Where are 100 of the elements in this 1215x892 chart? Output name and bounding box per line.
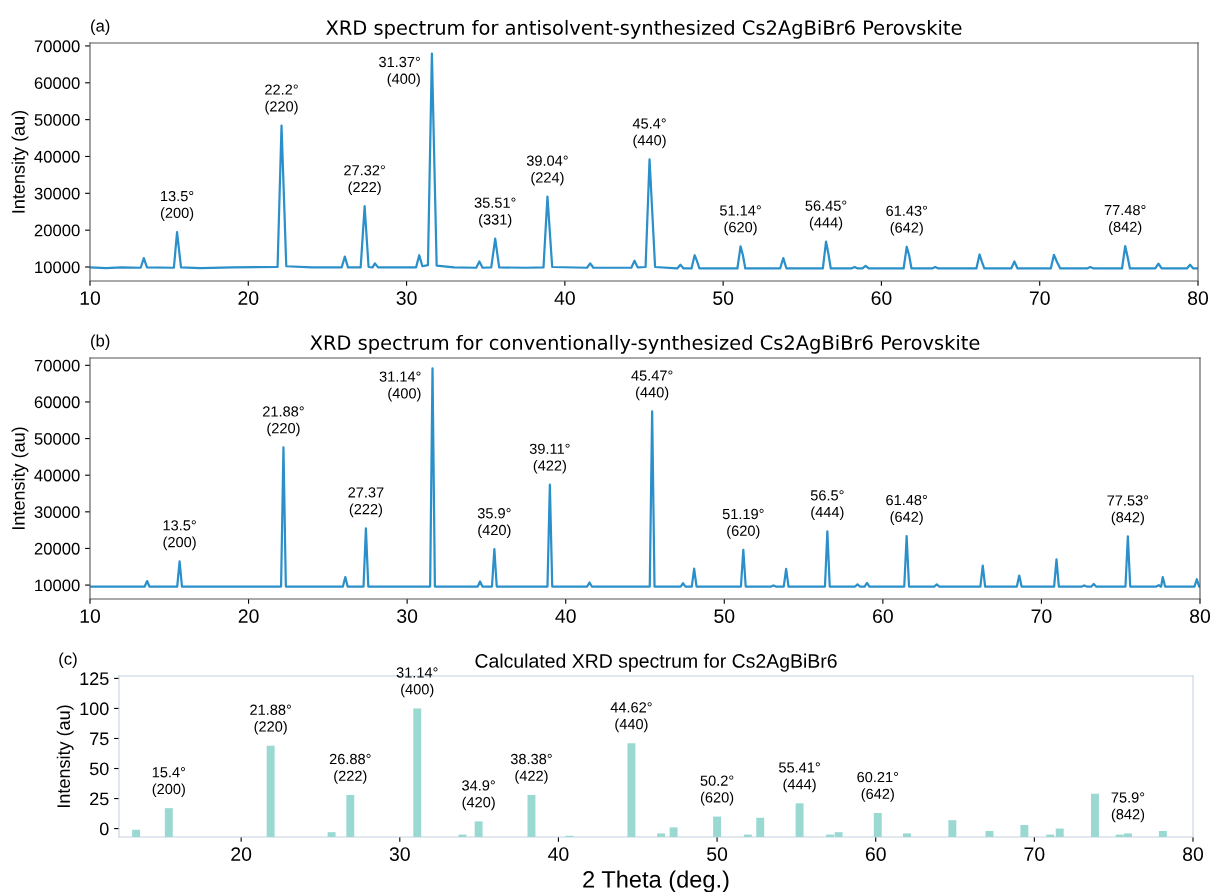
y-tick-label: 50 [89, 762, 109, 776]
bar [657, 833, 666, 837]
x-tick-label: 30 [389, 847, 410, 861]
annotation: 13.5° (200) [163, 520, 196, 551]
chart-title: Calculated XRD spectrum for Cs2AgBiBr6 [475, 653, 837, 672]
y-tick-label: 20000 [34, 542, 80, 555]
annotation: 31.37° (400) [379, 56, 420, 87]
annotation: 21.88° (220) [250, 704, 291, 735]
y-tick-label: 10000 [35, 261, 80, 274]
bar [413, 708, 422, 837]
annotation: 50.2° (620) [700, 775, 734, 806]
x-tick-label: 20 [238, 291, 259, 305]
annotation: 27.32° (222) [344, 165, 385, 196]
annotation: 31.14° (400) [396, 667, 438, 698]
annotation: 21.88° (220) [263, 406, 304, 437]
x-tick-label: 20 [238, 609, 259, 623]
y-tick-label: 10000 [35, 579, 80, 592]
annotation: 22.2° (220) [265, 84, 298, 115]
x-tick-label: 60 [865, 847, 886, 861]
chart-title: XRD spectrum for antisolvent-synthesized Cs2AgBiBr6 Perovskite [326, 19, 962, 39]
bar [327, 832, 336, 837]
bar [346, 794, 355, 837]
y-tick-label: 75 [90, 732, 109, 746]
x-tick-label: 50 [707, 847, 728, 861]
text: (b) [91, 334, 110, 350]
bar [713, 816, 722, 837]
y-tick-label: 50000 [34, 114, 80, 126]
annotation: 75.9° (842) [1111, 792, 1145, 823]
x-tick-label: 10 [80, 609, 101, 623]
bar [164, 808, 173, 837]
bar [669, 827, 678, 837]
annotation: 61.43° (642) [886, 205, 928, 236]
y-tick-label: 60000 [34, 77, 80, 89]
y-tick-label: 40000 [34, 469, 80, 482]
x-tick-label: 50 [713, 291, 734, 305]
x-tick-label: 10 [80, 291, 101, 305]
bar [266, 745, 275, 837]
annotation: 45.4° (440) [632, 118, 666, 149]
y-tick-label: 60000 [34, 396, 80, 409]
x-tick-label: 20 [231, 847, 252, 861]
y-tick-label: 125 [80, 672, 109, 686]
line-series [90, 367, 1200, 588]
x-tick-label: 70 [1031, 609, 1052, 623]
bar [1020, 824, 1029, 837]
x-axis-title: 2 Theta (deg.) [583, 870, 729, 892]
x-tick-label: 70 [1024, 847, 1045, 861]
bar [1090, 793, 1099, 837]
y-axis-title: Intensity (au) [56, 705, 74, 808]
annotation: 26.88° (222) [329, 753, 371, 784]
bar [132, 829, 141, 837]
annotation: 60.21° (642) [857, 771, 899, 802]
bar [903, 833, 911, 837]
annotation: 44.62° (440) [610, 702, 652, 733]
y-tick-label: 20000 [34, 224, 80, 237]
annotation: 39.04° (224) [526, 155, 568, 186]
bar [795, 803, 804, 837]
x-tick-label: 30 [397, 609, 418, 623]
annotation: 55.41° (444) [778, 762, 820, 793]
annotation: 51.14° (620) [719, 205, 761, 236]
y-tick-label: 100 [80, 702, 109, 716]
text: (c) [59, 652, 77, 668]
annotation: 35.9° (420) [477, 508, 511, 539]
bar [1055, 828, 1064, 837]
annotation: 15.4° (200) [152, 767, 186, 798]
x-tick-label: 80 [1190, 609, 1211, 623]
chart-title: XRD spectrum for conventionally-synthesized Cs2AgBiBr6 Perovskite [310, 334, 980, 354]
bar [474, 821, 483, 837]
x-tick-label: 60 [873, 609, 893, 623]
x-tick-label: 80 [1188, 291, 1209, 305]
bar [756, 817, 765, 837]
annotation: 34.9° (420) [462, 780, 495, 811]
annotation: 56.45° (444) [805, 200, 847, 231]
bar [1158, 830, 1167, 837]
text: (a) [91, 19, 110, 35]
x-tick-label: 50 [714, 609, 735, 623]
annotation: 45.47° (440) [631, 370, 673, 401]
x-tick-label: 80 [1183, 847, 1204, 861]
annotation: 27.37 (222) [348, 487, 384, 518]
annotation: 77.48° (842) [1104, 204, 1146, 235]
annotation: 39.11° (422) [529, 443, 570, 474]
y-tick-label: 70000 [34, 359, 80, 372]
annotation: 61.48° (642) [886, 494, 927, 525]
bar [627, 743, 636, 837]
x-tick-label: 40 [548, 847, 569, 861]
annotation: 31.14° (400) [379, 371, 421, 402]
y-tick-label: 40000 [34, 150, 80, 163]
bar [948, 820, 957, 837]
y-tick-label: 50000 [34, 432, 80, 445]
y-tick-label: 70000 [34, 40, 80, 53]
y-tick-label: 25 [90, 792, 109, 806]
bar [985, 830, 994, 837]
annotation: 77.53° (842) [1107, 495, 1149, 526]
annotation: 35.51° (331) [474, 197, 516, 228]
annotation: 51.19° (620) [722, 508, 764, 539]
annotation: 38.38° (422) [510, 753, 552, 784]
x-tick-label: 70 [1029, 291, 1050, 305]
x-tick-label: 40 [554, 291, 575, 305]
bar [873, 812, 882, 837]
x-tick-label: 30 [396, 291, 417, 305]
line-series [90, 52, 1198, 270]
